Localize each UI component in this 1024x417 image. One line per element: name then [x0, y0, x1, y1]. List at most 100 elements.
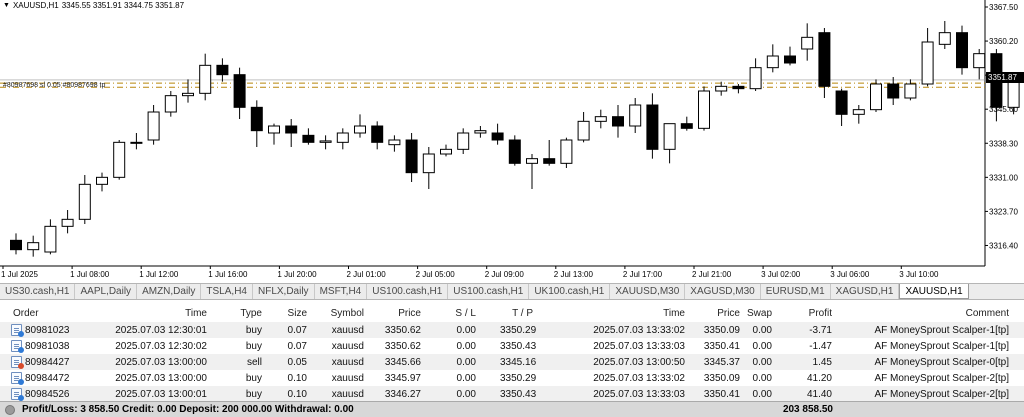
candle-body-bullish[interactable] — [526, 158, 538, 164]
candle-body-bullish[interactable] — [921, 41, 934, 85]
col-symbol[interactable]: Symbol — [330, 307, 364, 319]
candle-body-bullish[interactable] — [354, 125, 366, 134]
tab-chart[interactable]: TSLA,H4 — [201, 284, 253, 299]
tab-chart[interactable]: US30.cash,H1 — [0, 284, 76, 299]
candle-body-bullish[interactable] — [577, 120, 590, 141]
candle-body-bearish[interactable] — [818, 32, 831, 87]
col-size[interactable]: Size — [287, 307, 307, 319]
col-sl[interactable]: S / L — [455, 307, 476, 319]
candle-body-bearish[interactable] — [491, 132, 504, 141]
col-close-price[interactable]: Price — [717, 307, 740, 319]
candle-body-bullish[interactable] — [182, 92, 194, 97]
candle-body-bearish[interactable] — [302, 134, 315, 143]
tab-chart[interactable]: AAPL,Daily — [75, 284, 138, 299]
order-comment: AF MoneySprout Scalper-2[tp] — [874, 388, 1009, 400]
candle-body-bullish[interactable] — [698, 90, 710, 129]
candle-body-bullish[interactable] — [388, 139, 401, 146]
candle-body-bullish[interactable] — [164, 95, 177, 113]
candle-body-bearish[interactable] — [508, 139, 521, 164]
current-price-tag: 3351.87 — [986, 72, 1024, 83]
candle-body-bullish[interactable] — [336, 132, 349, 143]
candle-body-bearish[interactable] — [956, 32, 968, 69]
candle-body-bullish[interactable] — [474, 130, 487, 134]
candle-body-bearish[interactable] — [371, 125, 384, 143]
candle-body-bearish[interactable] — [543, 158, 556, 164]
col-swap[interactable]: Swap — [746, 307, 772, 319]
col-time[interactable]: Time — [185, 307, 207, 319]
open-price: 3346.27 — [384, 388, 421, 400]
table-row[interactable]: 80984526 2025.07.03 13:00:01 buy 0.10 xauusd… — [0, 386, 1024, 402]
candle-body-bearish[interactable] — [835, 90, 848, 115]
tab-chart[interactable]: NFLX,Daily — [253, 284, 315, 299]
col-tp[interactable]: T / P — [512, 307, 533, 319]
candle-body-bullish[interactable] — [96, 176, 108, 185]
col-order[interactable]: Order — [13, 307, 39, 319]
tab-chart[interactable]: XAGUSD,H1 — [831, 284, 900, 299]
candle-body-bearish[interactable] — [10, 239, 22, 251]
candle-body-bullish[interactable] — [715, 85, 728, 92]
candle-body-bearish[interactable] — [285, 125, 298, 134]
col-price[interactable]: Price — [398, 307, 421, 319]
candle-body-bullish[interactable] — [560, 139, 573, 164]
candle-body-bullish[interactable] — [61, 218, 74, 227]
candle-body-bearish[interactable] — [784, 55, 796, 64]
tab-chart[interactable]: XAUUSD,M30 — [610, 284, 686, 299]
candle-body-bullish[interactable] — [766, 55, 779, 69]
tab-chart[interactable]: US100.cash,H1 — [448, 284, 530, 299]
candle-body-bullish[interactable] — [457, 132, 470, 150]
tab-chart[interactable]: XAGUSD,M30 — [685, 284, 761, 299]
close-time: 2025.07.03 13:33:02 — [593, 372, 685, 384]
candle-body-bearish[interactable] — [405, 139, 418, 174]
candle-body-bullish[interactable] — [1007, 79, 1020, 108]
candle-body-bearish[interactable] — [732, 85, 745, 90]
candle-body-bullish[interactable] — [749, 67, 762, 90]
col-type[interactable]: Type — [240, 307, 262, 319]
chart-menu-triangle-icon[interactable]: ▼ — [3, 2, 10, 9]
col-comment[interactable]: Comment — [965, 307, 1009, 319]
col-profit[interactable]: Profit — [808, 307, 832, 319]
candle-body-bullish[interactable] — [938, 32, 951, 45]
stop-loss: 0.00 — [456, 388, 476, 400]
candle-body-bullish[interactable] — [199, 64, 212, 94]
table-row[interactable]: 80984427 2025.07.03 13:00:00 sell 0.05 xauus… — [0, 354, 1024, 370]
time-tick-label: 2 Jul 05:00 — [416, 270, 456, 279]
candle-body-bearish[interactable] — [233, 74, 246, 108]
candle-body-bullish[interactable] — [594, 116, 607, 122]
candle-body-bullish[interactable] — [78, 183, 91, 220]
candle-body-bullish[interactable] — [130, 141, 143, 144]
table-row[interactable]: 80984472 2025.07.03 13:00:00 buy 0.10 xauusd… — [0, 370, 1024, 386]
candle-body-bullish[interactable] — [44, 225, 57, 253]
candle-body-bullish[interactable] — [629, 104, 642, 127]
candlestick-chart[interactable]: 3316.403323.703331.003338.303345.603352.… — [0, 0, 1024, 281]
candle-body-bullish[interactable] — [319, 140, 332, 143]
candle-body-bearish[interactable] — [612, 116, 624, 127]
candle-body-bullish[interactable] — [663, 123, 676, 150]
tab-chart[interactable]: UK100.cash,H1 — [529, 284, 611, 299]
candle-body-bearish[interactable] — [887, 83, 900, 99]
tab-chart[interactable]: XAUUSD,H1 — [899, 284, 969, 299]
table-row[interactable]: 80981023 2025.07.03 12:30:01 buy 0.07 xauusd… — [0, 322, 1024, 338]
candle-body-bullish[interactable] — [973, 53, 986, 69]
candle-body-bullish[interactable] — [147, 111, 160, 141]
candle-body-bearish[interactable] — [680, 123, 693, 129]
price-chart[interactable]: 3316.403323.703331.003338.303345.603352.… — [0, 0, 1024, 281]
table-row[interactable]: 80981038 2025.07.03 12:30:02 buy 0.07 xauusd… — [0, 338, 1024, 354]
candle-body-bullish[interactable] — [904, 83, 917, 99]
col-close-time[interactable]: Time — [663, 307, 685, 319]
candle-body-bearish[interactable] — [250, 106, 263, 132]
tab-chart[interactable]: US100.cash,H1 — [367, 284, 449, 299]
candle-body-bearish[interactable] — [216, 64, 229, 76]
candle-body-bullish[interactable] — [27, 242, 40, 251]
tab-chart[interactable]: AMZN,Daily — [137, 284, 202, 299]
tab-chart[interactable]: EURUSD,M1 — [761, 284, 831, 299]
candle-body-bullish[interactable] — [801, 36, 814, 50]
candle-body-bullish[interactable] — [113, 141, 126, 178]
candle-body-bullish[interactable] — [870, 83, 882, 111]
tab-chart[interactable]: MSFT,H4 — [315, 284, 368, 299]
order-symbol: xauusd — [331, 388, 364, 400]
candle-body-bullish[interactable] — [440, 148, 452, 155]
candle-body-bullish[interactable] — [852, 109, 865, 115]
candle-body-bullish[interactable] — [268, 125, 280, 134]
candle-body-bearish[interactable] — [646, 104, 659, 150]
candle-body-bullish[interactable] — [422, 153, 435, 174]
